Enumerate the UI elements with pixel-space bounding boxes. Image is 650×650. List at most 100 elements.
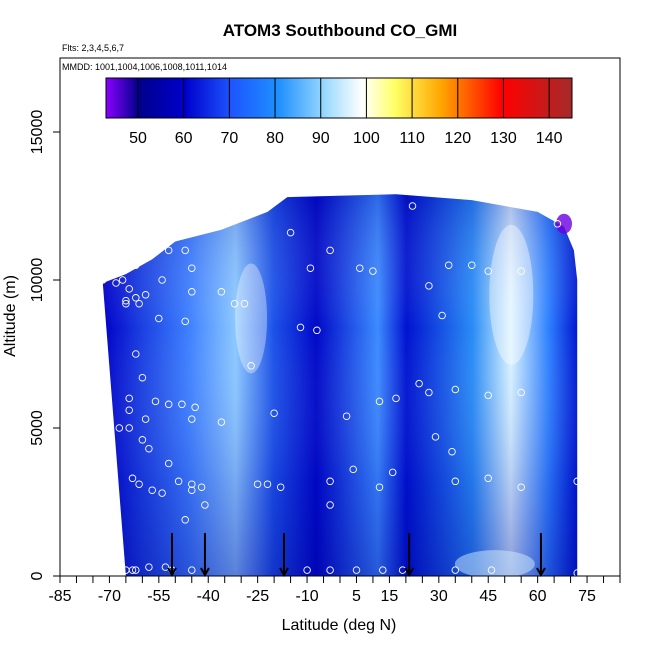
sample-point (138, 373, 147, 382)
sample-point (379, 566, 387, 574)
sample-point (375, 483, 384, 491)
profile-arrow-head (404, 567, 415, 578)
sample-point (122, 296, 130, 305)
sample-point (217, 288, 226, 296)
colorbar-tick-label: 100 (353, 130, 380, 147)
profile-arrow-head (167, 567, 177, 578)
sample-point (326, 246, 334, 255)
sample-point (451, 477, 460, 486)
sample-point (573, 477, 581, 486)
dates-note: MMDD: 1001,1004,1006,1008,1011,1014 (62, 62, 227, 72)
sample-point (132, 566, 140, 574)
sample-point (145, 444, 153, 453)
sample-point (517, 483, 525, 491)
sample-point (141, 415, 150, 423)
sample-point (263, 199, 272, 207)
sample-point (118, 276, 127, 284)
heatmap-plume (235, 263, 268, 374)
sample-point (128, 566, 137, 574)
sample-point (306, 264, 315, 272)
sample-point (181, 317, 189, 326)
x-tick-label: -40 (197, 588, 220, 605)
colorbar-tick-label: 70 (220, 130, 238, 147)
sample-point (145, 563, 153, 571)
x-axis-label: Latitude (deg N) (282, 617, 397, 634)
sample-point (174, 477, 183, 486)
sample-point (296, 323, 305, 332)
x-tick-label: -85 (48, 588, 71, 605)
sample-point (191, 403, 199, 412)
sample-point (303, 566, 311, 574)
colorbar: 50 60 70 80 90 100 110 120 130 140 (105, 77, 573, 147)
sample-point (276, 483, 285, 491)
sample-point (188, 486, 196, 494)
sample-point (451, 385, 460, 394)
sample-point (188, 480, 196, 488)
sample-point (342, 412, 351, 420)
colorbar-tick-label: 60 (175, 130, 193, 147)
sample-point (425, 282, 433, 290)
colorbar-tick-label: 50 (129, 130, 147, 147)
sample-point (135, 480, 143, 488)
sample-point (132, 261, 140, 269)
sample-point (326, 501, 334, 509)
heatmap-field (102, 194, 578, 576)
profile-arrow (404, 533, 415, 578)
sample-point (253, 480, 262, 488)
x-tick-label: -25 (246, 588, 269, 605)
sample-point (438, 311, 446, 320)
sample-point (517, 388, 525, 397)
sample-point (270, 409, 278, 417)
sample-point (240, 299, 249, 308)
sample-point (197, 483, 206, 491)
sample-point (148, 249, 156, 258)
sample-point (125, 285, 133, 293)
sample-point (425, 388, 433, 397)
sample-point (484, 474, 492, 483)
sample-point (132, 350, 140, 358)
sample-point (230, 299, 239, 308)
sample-point (99, 276, 107, 284)
sample-point (138, 436, 147, 444)
heatmap-plume (489, 224, 534, 365)
x-tick-label: 45 (479, 588, 497, 605)
sample-point (392, 394, 400, 403)
sample-point (415, 379, 423, 388)
colorbar-tick-label: 140 (536, 130, 563, 147)
profile-arrow (167, 533, 177, 578)
sample-point (356, 264, 364, 272)
sample-point (484, 391, 492, 400)
sample-point (375, 397, 384, 406)
sample-point (122, 299, 130, 308)
sample-point (138, 252, 147, 261)
x-tick-label: -55 (147, 588, 170, 605)
profile-arrow-head (200, 567, 210, 578)
x-tick-label: 75 (578, 588, 596, 605)
colorbar-frame (105, 77, 573, 119)
colorbar-tick-labels: 50 60 70 80 90 100 110 120 130 140 (129, 130, 563, 147)
heatmap-plume (556, 213, 572, 234)
sample-point (217, 418, 226, 426)
sample-point (132, 294, 140, 302)
sample-point (431, 433, 440, 441)
colorbar-gradient (106, 78, 572, 118)
colorbar-tick-label: 90 (312, 130, 330, 147)
sample-point (125, 406, 133, 414)
sample-point (352, 566, 361, 574)
sample-point (164, 246, 173, 255)
heatmap-plume (454, 550, 535, 576)
profile-arrow (536, 533, 546, 578)
sample-point (141, 291, 150, 299)
sample-point (155, 314, 163, 323)
sample-point (158, 489, 166, 497)
x-tick-label: -70 (98, 588, 121, 605)
sample-point (286, 228, 295, 237)
x-tick-label: 30 (430, 588, 448, 605)
sample-point (188, 264, 196, 272)
colorbar-tick-label: 110 (399, 130, 425, 147)
sample-point (125, 394, 133, 403)
sample-point (161, 563, 170, 571)
sample-point (408, 202, 417, 210)
sample-point (135, 299, 143, 308)
